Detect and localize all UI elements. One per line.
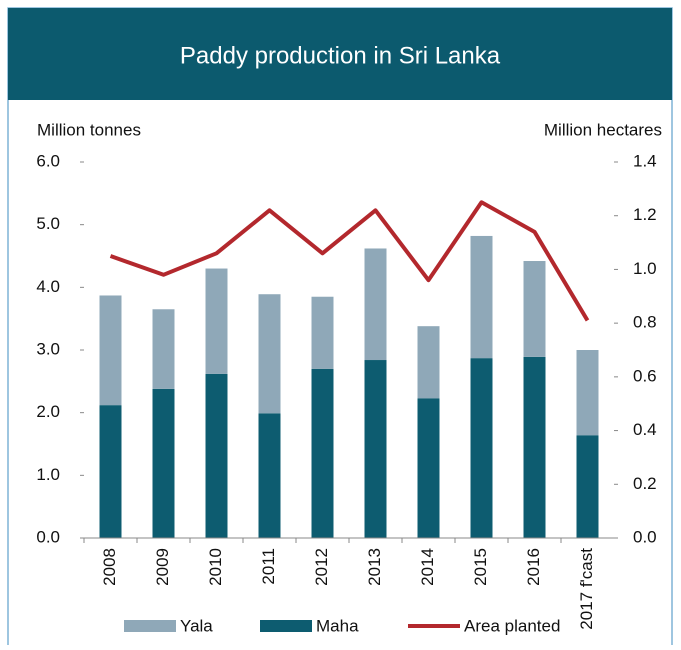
bar (205, 268, 228, 374)
bar (99, 295, 122, 406)
bar (152, 388, 175, 538)
legend-label: Maha (316, 616, 359, 635)
x-tick-label: 2013 (365, 548, 384, 586)
bar (470, 235, 493, 359)
x-tick-label: 2009 (153, 548, 172, 586)
y-tick-label: 1.0 (36, 465, 60, 484)
bar (576, 350, 599, 436)
y2-tick-label: 1.2 (633, 205, 657, 224)
header (8, 8, 672, 100)
chart-title: Paddy production in Sri Lanka (180, 42, 501, 69)
y2-tick-label: 0.4 (633, 420, 657, 439)
x-tick-label: 2011 (259, 548, 278, 585)
x-tick-label: 2010 (206, 548, 225, 586)
y-tick-label: 4.0 (36, 277, 60, 296)
bar (576, 435, 599, 538)
y2-tick-label: 0.0 (633, 527, 657, 546)
legend-label: Area planted (464, 616, 560, 635)
y-tick-label: 5.0 (36, 214, 60, 233)
bar (523, 261, 546, 357)
bar (470, 358, 493, 538)
bar (417, 326, 440, 399)
bar (311, 296, 334, 369)
y2-tick-label: 1.0 (633, 259, 657, 278)
x-tick-label: 2017 f'cast (577, 548, 596, 630)
bar (258, 413, 281, 538)
x-tick-label: 2015 (471, 548, 490, 586)
bar (523, 356, 546, 538)
y-tick-label: 3.0 (36, 339, 60, 358)
x-tick-label: 2016 (524, 548, 543, 586)
y-axis-title: Million tonnes (37, 120, 141, 139)
bar (258, 294, 281, 414)
legend-label: Yala (180, 616, 213, 635)
bar (417, 398, 440, 538)
bar (364, 248, 387, 361)
legend-swatch (124, 620, 176, 632)
y2-tick-label: 0.6 (633, 366, 657, 385)
bar (152, 309, 175, 389)
bar (99, 405, 122, 538)
line (109, 200, 590, 322)
y2-axis-title: Million hectares (544, 120, 662, 139)
x-tick-label: 2012 (312, 548, 331, 586)
y-tick-label: 2.0 (36, 402, 60, 421)
bar (205, 373, 228, 538)
bar (311, 368, 334, 538)
y-tick-label: 0.0 (36, 527, 60, 546)
x-tick-label: 2008 (100, 548, 119, 586)
legend-swatch (260, 620, 312, 632)
y-tick-label: 6.0 (36, 151, 60, 170)
y2-tick-label: 1.4 (633, 151, 657, 170)
y2-tick-label: 0.8 (633, 313, 657, 332)
x-tick-label: 2014 (418, 548, 437, 586)
y2-tick-label: 0.2 (633, 474, 657, 493)
bar (364, 360, 387, 538)
